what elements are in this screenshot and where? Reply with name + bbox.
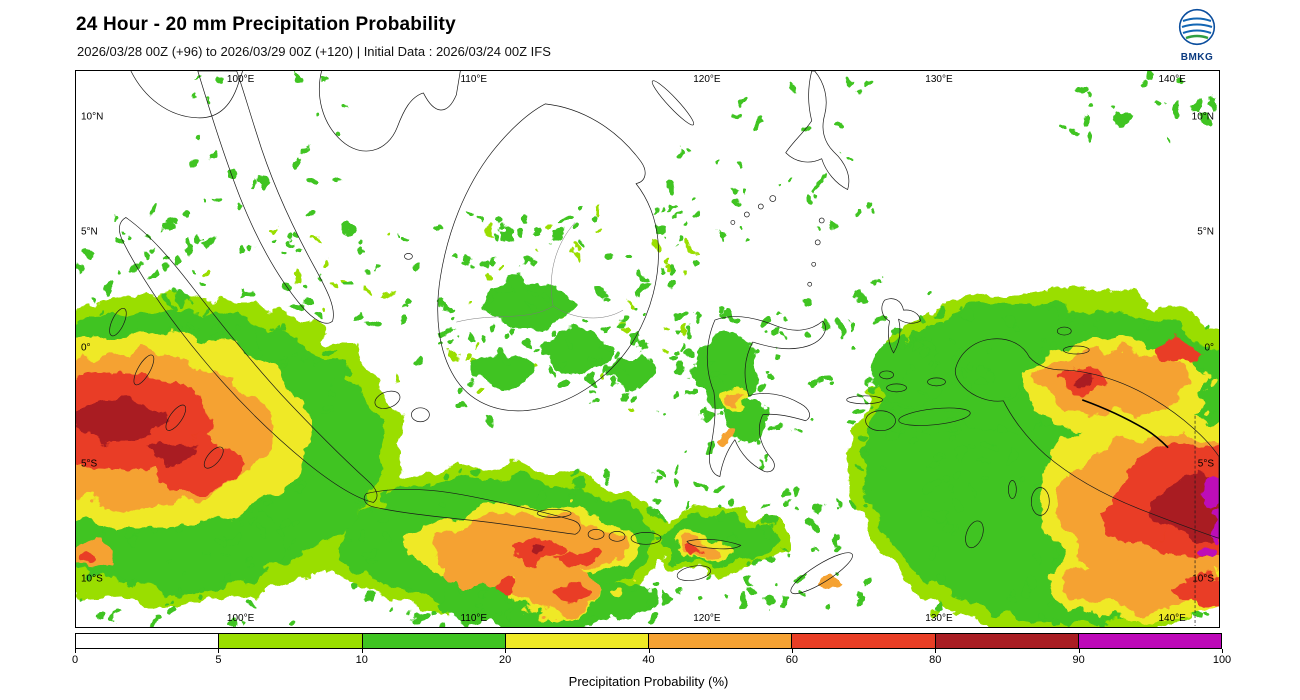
colorbar-tick-label: 40 [642, 654, 655, 666]
colorbar-segment-5-10 [219, 634, 363, 648]
island-kai [1008, 480, 1017, 499]
colorbar-tickmark [791, 649, 793, 653]
precipitation-map [76, 71, 1219, 627]
colorbar-tickmark [218, 649, 220, 653]
island-aru [1030, 487, 1050, 516]
colorbar-tick-label: 0 [71, 654, 79, 666]
island-nias [109, 307, 127, 337]
colorbar-tickmark [505, 649, 507, 653]
coast-sumatra [119, 217, 378, 503]
island-siberut [133, 354, 155, 386]
colorbar-tickmark [935, 649, 937, 653]
island-bacan [879, 370, 894, 380]
island-timor [790, 552, 853, 595]
colorbar-tick-label: 60 [785, 654, 798, 666]
bmkg-logo: BMKG [1174, 8, 1220, 63]
coast-borneo [437, 103, 659, 412]
colorbar-tick-label: 90 [1072, 654, 1085, 666]
coast-java [363, 488, 581, 535]
island-enggano [203, 446, 224, 469]
island-bangka [374, 390, 401, 409]
colorbar-tick-label: 20 [499, 654, 512, 666]
colorbar-segment-90-100 [1078, 634, 1221, 648]
coastlines [109, 71, 1219, 627]
colorbar-segment-60-80 [792, 634, 936, 648]
colorbar-segment-0-5 [76, 634, 220, 648]
island-sumba [676, 565, 712, 582]
colorbar-tickmark [648, 649, 650, 653]
islands-sulu [730, 195, 777, 225]
page-title: 24 Hour - 20 mm Precipitation Probabilit… [76, 14, 456, 35]
colorbar-tick-label: 10 [355, 654, 368, 666]
island-misool [927, 377, 946, 387]
colorbar-segment-10-20 [362, 634, 506, 648]
coast-papua [954, 338, 1219, 539]
island-biak [1056, 326, 1072, 336]
coast-sulawesi [706, 316, 826, 477]
island-sipora [165, 404, 187, 431]
colorbar-tickmark [75, 649, 76, 653]
island-palawan [651, 80, 695, 126]
border-kalimantan [456, 222, 624, 323]
papua-highlands [1081, 399, 1169, 449]
island-tanimbar [965, 520, 984, 549]
islands-sangihe [807, 217, 825, 287]
island-bali [587, 529, 605, 540]
island-natuna [404, 252, 413, 260]
bmkg-logo-label: BMKG [1180, 52, 1214, 63]
island-belitung [411, 407, 430, 423]
colorbar-segment-40-60 [649, 634, 793, 648]
coast-malay-peninsula [197, 71, 334, 324]
island-seram [898, 407, 971, 426]
colorbar-label: Precipitation Probability (%) [568, 674, 729, 689]
island-flores [686, 538, 742, 550]
colorbar-tick-label: 80 [929, 654, 942, 666]
island-obi [886, 383, 907, 393]
page-subtitle: 2026/03/28 00Z (+96) to 2026/03/29 00Z (… [77, 44, 551, 59]
island-buru [865, 410, 896, 432]
island-yapen [1062, 345, 1090, 355]
map-area: 100°E 100°E 110°E 110°E 120°E 120°E 130°E 130°E… [75, 70, 1220, 628]
precip-overlay [76, 71, 1219, 627]
bmkg-logo-icon [1178, 8, 1216, 46]
island-sula [846, 395, 883, 405]
colorbar-tickmark [1078, 649, 1080, 653]
island-madura [536, 509, 572, 518]
island-lombok [608, 530, 626, 542]
coast-halmahera [881, 298, 921, 354]
colorbar-tick-label: 5 [215, 654, 222, 666]
colorbar-segment-20-40 [505, 634, 649, 648]
colorbar-segment-80-90 [935, 634, 1079, 648]
colorbar-tick-label: 100 [1212, 654, 1232, 666]
colorbar-tickmark [361, 649, 363, 653]
colorbar-bar [75, 633, 1222, 649]
coast-mindanao [785, 71, 850, 190]
coast-indochina-east [319, 71, 461, 152]
colorbar-tickmark [1222, 649, 1223, 653]
colorbar-ticks: 0 5 10 20 40 60 80 90 100 [71, 649, 1231, 669]
island-sumbawa [630, 531, 662, 545]
coast-indochina-west [130, 71, 244, 119]
